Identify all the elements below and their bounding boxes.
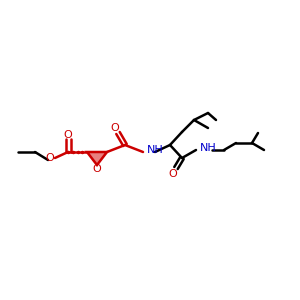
Text: O: O xyxy=(46,153,54,163)
Text: O: O xyxy=(64,130,72,140)
Text: O: O xyxy=(169,169,177,179)
Text: O: O xyxy=(93,164,101,174)
Text: NH: NH xyxy=(200,143,217,153)
Text: NH: NH xyxy=(147,145,164,155)
Polygon shape xyxy=(87,152,107,165)
Text: O: O xyxy=(111,123,119,133)
